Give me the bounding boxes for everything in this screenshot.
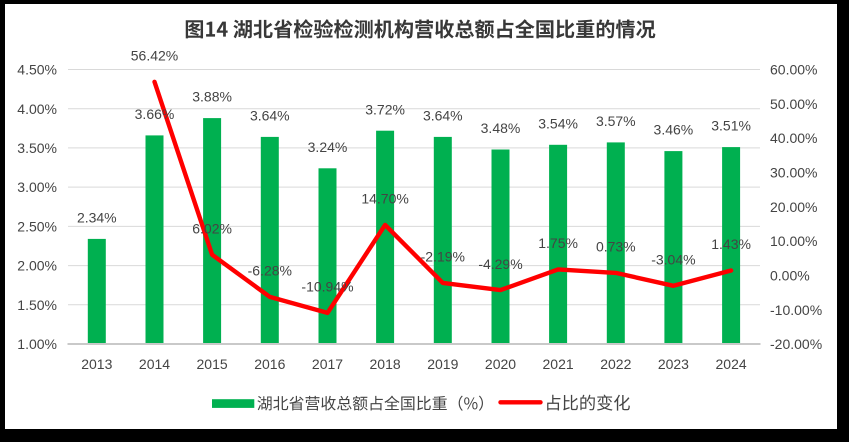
svg-text:4.00%: 4.00% bbox=[17, 101, 57, 117]
svg-text:2.00%: 2.00% bbox=[17, 258, 57, 274]
svg-text:2.50%: 2.50% bbox=[17, 219, 57, 235]
svg-text:14.70%: 14.70% bbox=[361, 191, 408, 207]
svg-text:0.00%: 0.00% bbox=[770, 268, 810, 284]
svg-text:3.48%: 3.48% bbox=[481, 120, 521, 136]
svg-text:-20.00%: -20.00% bbox=[770, 336, 822, 352]
svg-text:-3.04%: -3.04% bbox=[651, 252, 695, 268]
svg-text:20.00%: 20.00% bbox=[770, 199, 817, 215]
svg-text:-2.19%: -2.19% bbox=[421, 249, 465, 265]
svg-text:3.64%: 3.64% bbox=[423, 108, 463, 124]
svg-text:2022: 2022 bbox=[600, 356, 631, 372]
svg-text:3.66%: 3.66% bbox=[135, 106, 175, 122]
svg-text:2013: 2013 bbox=[81, 356, 112, 372]
svg-text:4.50%: 4.50% bbox=[17, 62, 57, 78]
svg-text:3.51%: 3.51% bbox=[711, 118, 751, 134]
svg-text:3.50%: 3.50% bbox=[17, 140, 57, 156]
svg-text:10.00%: 10.00% bbox=[770, 233, 817, 249]
svg-text:2014: 2014 bbox=[139, 356, 170, 372]
svg-text:3.24%: 3.24% bbox=[308, 139, 348, 155]
svg-text:3.88%: 3.88% bbox=[192, 89, 232, 105]
svg-text:3.64%: 3.64% bbox=[250, 108, 290, 124]
svg-text:2020: 2020 bbox=[485, 356, 516, 372]
svg-text:-10.00%: -10.00% bbox=[770, 302, 822, 318]
svg-text:1.75%: 1.75% bbox=[538, 235, 578, 251]
svg-text:40.00%: 40.00% bbox=[770, 130, 817, 146]
svg-text:6.02%: 6.02% bbox=[192, 220, 232, 236]
svg-text:60.00%: 60.00% bbox=[770, 62, 817, 78]
svg-text:2017: 2017 bbox=[312, 356, 343, 372]
svg-text:50.00%: 50.00% bbox=[770, 96, 817, 112]
svg-text:-6.28%: -6.28% bbox=[248, 263, 292, 279]
svg-text:30.00%: 30.00% bbox=[770, 165, 817, 181]
svg-text:3.00%: 3.00% bbox=[17, 179, 57, 195]
svg-text:1.50%: 1.50% bbox=[17, 297, 57, 313]
svg-text:56.42%: 56.42% bbox=[131, 48, 178, 64]
svg-text:3.72%: 3.72% bbox=[365, 101, 405, 117]
svg-text:2018: 2018 bbox=[370, 356, 401, 372]
svg-text:2023: 2023 bbox=[658, 356, 689, 372]
svg-text:3.46%: 3.46% bbox=[654, 122, 694, 138]
svg-text:-4.29%: -4.29% bbox=[478, 256, 522, 272]
svg-text:1.43%: 1.43% bbox=[711, 236, 751, 252]
svg-text:2024: 2024 bbox=[716, 356, 747, 372]
svg-text:2.34%: 2.34% bbox=[77, 210, 117, 226]
svg-text:-10.94%: -10.94% bbox=[301, 279, 353, 295]
svg-text:1.00%: 1.00% bbox=[17, 336, 57, 352]
svg-text:2016: 2016 bbox=[254, 356, 285, 372]
svg-text:0.73%: 0.73% bbox=[596, 239, 636, 255]
svg-text:3.54%: 3.54% bbox=[538, 115, 578, 131]
svg-text:2021: 2021 bbox=[543, 356, 574, 372]
svg-text:3.57%: 3.57% bbox=[596, 113, 636, 129]
svg-text:2019: 2019 bbox=[427, 356, 458, 372]
svg-text:2015: 2015 bbox=[197, 356, 228, 372]
